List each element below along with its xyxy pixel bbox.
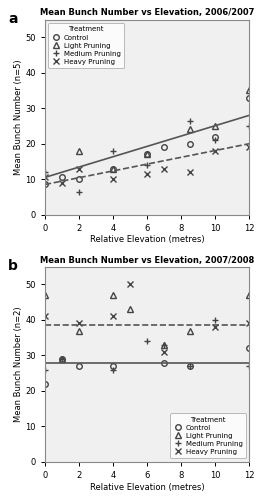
Legend: Control, Light Pruning, Medium Pruning, Heavy Pruning: Control, Light Pruning, Medium Pruning, …	[170, 413, 246, 459]
Y-axis label: Mean Bunch Number (n=2): Mean Bunch Number (n=2)	[14, 306, 23, 422]
Title: Mean Bunch Number vs Elevation, 2007/2008: Mean Bunch Number vs Elevation, 2007/200…	[40, 256, 254, 264]
Text: a: a	[8, 12, 18, 26]
Y-axis label: Mean Bunch Number (n=5): Mean Bunch Number (n=5)	[14, 60, 23, 175]
Title: Mean Bunch Number vs Elevation, 2006/2007: Mean Bunch Number vs Elevation, 2006/200…	[40, 8, 254, 18]
X-axis label: Relative Elevation (metres): Relative Elevation (metres)	[90, 482, 205, 492]
X-axis label: Relative Elevation (metres): Relative Elevation (metres)	[90, 236, 205, 244]
Legend: Control, Light Pruning, Medium Pruning, Heavy Pruning: Control, Light Pruning, Medium Pruning, …	[48, 23, 124, 68]
Text: b: b	[8, 259, 18, 273]
